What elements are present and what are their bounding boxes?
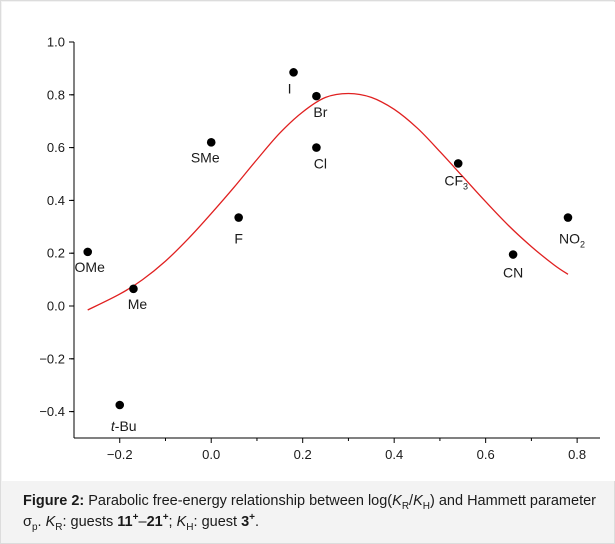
caption-plus-2: + (162, 512, 169, 524)
x-tick-label: −0.2 (107, 447, 133, 462)
caption-label: Figure 2: (23, 493, 85, 509)
caption-plus-1: + (132, 512, 139, 524)
caption-slash: / (409, 493, 414, 509)
point-label: Br (313, 104, 327, 120)
fit-curve-line (87, 92, 569, 311)
caption-k4: K (176, 514, 187, 530)
y-tick-label: −0.4 (39, 404, 65, 419)
caption-k: K (392, 493, 402, 509)
point-label: OMe (75, 259, 106, 275)
point-label: I (288, 80, 292, 96)
data-point (508, 250, 518, 259)
caption-plus-3: + (249, 512, 255, 524)
y-tick-label: 0.4 (47, 193, 65, 208)
point-label: F (234, 231, 243, 247)
plot-area: 1.0 0.8 0.6 0.4 0.2 0.0 −0.2 −0.4 −0.2 0.0 0.2 0.4 0… (2, 2, 615, 481)
y-tick-label: 0.0 (47, 299, 65, 314)
point-label: NO2 (559, 231, 585, 250)
caption-dash: – (138, 514, 147, 530)
points-layer (83, 68, 573, 410)
caption-sub-r2: R (55, 521, 63, 533)
x-tick-label: 0.8 (568, 447, 586, 462)
point-label: t-Bu (111, 418, 137, 434)
caption-sub-r: R (401, 500, 410, 512)
x-tick-label: 0.0 (202, 447, 220, 462)
caption-guest-11: 11 (117, 514, 133, 530)
x-tick-label: 0.2 (294, 447, 312, 462)
data-point (115, 400, 125, 410)
caption-sub-h2: H (186, 521, 194, 533)
data-point (289, 68, 298, 77)
point-label: SMe (191, 149, 220, 165)
point-label: CN (503, 265, 523, 281)
caption-text-2: ) and Hammett parameter σ (23, 493, 596, 530)
data-point (453, 159, 463, 168)
caption-guest-3: 3 (241, 514, 250, 530)
data-point (312, 91, 321, 101)
x-tick-label: 0.6 (477, 447, 495, 462)
point-label: Me (128, 296, 148, 312)
y-tick-label: 1.0 (47, 35, 65, 50)
point-labels-layer: OMe Me t-Bu SMe F I Br Cl CF3 CN NO2 (75, 80, 585, 434)
data-point (312, 143, 321, 152)
figure-caption: Figure 2: Parabolic free-energy relation… (23, 491, 603, 533)
data-point (234, 213, 243, 222)
data-point (83, 247, 93, 257)
caption-guest-21: 21 (146, 514, 163, 530)
point-label: Cl (314, 156, 327, 172)
caption-text-3: . (37, 514, 46, 530)
y-tick-label: −0.2 (39, 351, 65, 366)
fit-curve-layer (87, 92, 569, 311)
caption-sub-p: p (31, 521, 38, 533)
caption-k3: K (45, 514, 56, 530)
caption-k2: K (413, 493, 423, 509)
caption-sub-h: H (422, 500, 430, 512)
caption-end: . (255, 514, 260, 530)
y-tick-label: 0.2 (47, 246, 65, 261)
axes: 1.0 0.8 0.6 0.4 0.2 0.0 −0.2 −0.4 −0.2 0.0 0.2 0.4 0… (39, 35, 600, 462)
data-point (206, 138, 216, 147)
x-tick-label: 0.4 (385, 447, 403, 462)
caption-text-1: Parabolic free-energy relationship betwe… (84, 493, 393, 509)
point-label: CF3 (444, 172, 468, 191)
caption-text-5: ; (168, 514, 177, 530)
data-point (563, 213, 573, 222)
caption-text-4: : guests (62, 514, 118, 530)
scatter-chart: 1.0 0.8 0.6 0.4 0.2 0.0 −0.2 −0.4 −0.2 0.0 0.2 0.4 0… (39, 35, 600, 462)
data-point (129, 284, 138, 294)
y-tick-label: 0.8 (47, 87, 65, 102)
y-tick-label: 0.6 (47, 140, 65, 155)
caption-text-6: : guest (193, 514, 242, 530)
